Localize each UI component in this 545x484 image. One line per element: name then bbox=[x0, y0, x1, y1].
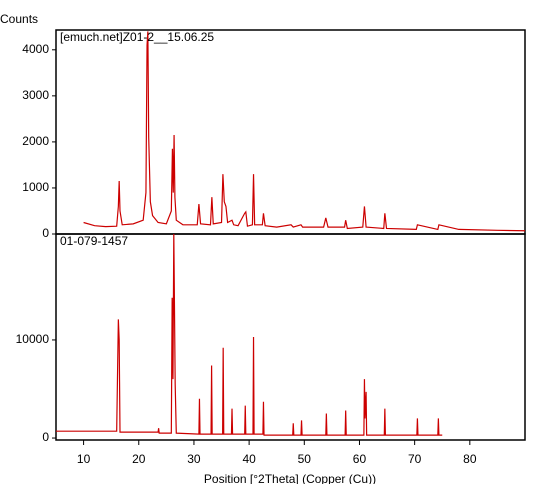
y-tick-label: 4000 bbox=[22, 42, 49, 56]
x-tick-label: 10 bbox=[77, 452, 91, 466]
y-tick-label: 10000 bbox=[16, 332, 50, 346]
x-tick-label: 20 bbox=[132, 452, 146, 466]
panel-label: [emuch.net]Z01-2__15.06.25 bbox=[60, 30, 214, 44]
x-tick-label: 30 bbox=[187, 452, 201, 466]
y-tick-label: 3000 bbox=[22, 88, 49, 102]
y-axis-label: Counts bbox=[0, 12, 38, 26]
x-tick-label: 70 bbox=[408, 452, 422, 466]
y-tick-label: 0 bbox=[42, 226, 49, 240]
x-tick-label: 50 bbox=[298, 452, 312, 466]
y-tick-label: 0 bbox=[42, 430, 49, 444]
x-tick-label: 80 bbox=[463, 452, 477, 466]
y-tick-label: 2000 bbox=[22, 134, 49, 148]
x-tick-label: 40 bbox=[242, 452, 256, 466]
plot-frame bbox=[55, 29, 526, 235]
plot-frame bbox=[55, 233, 526, 441]
data-line bbox=[83, 31, 525, 232]
x-axis-label: Position [°2Theta] (Copper (Cu)) bbox=[204, 472, 376, 484]
x-tick-label: 60 bbox=[353, 452, 367, 466]
panel-label: 01-079-1457 bbox=[60, 234, 128, 248]
y-tick-label: 1000 bbox=[22, 180, 49, 194]
data-line bbox=[56, 234, 443, 436]
